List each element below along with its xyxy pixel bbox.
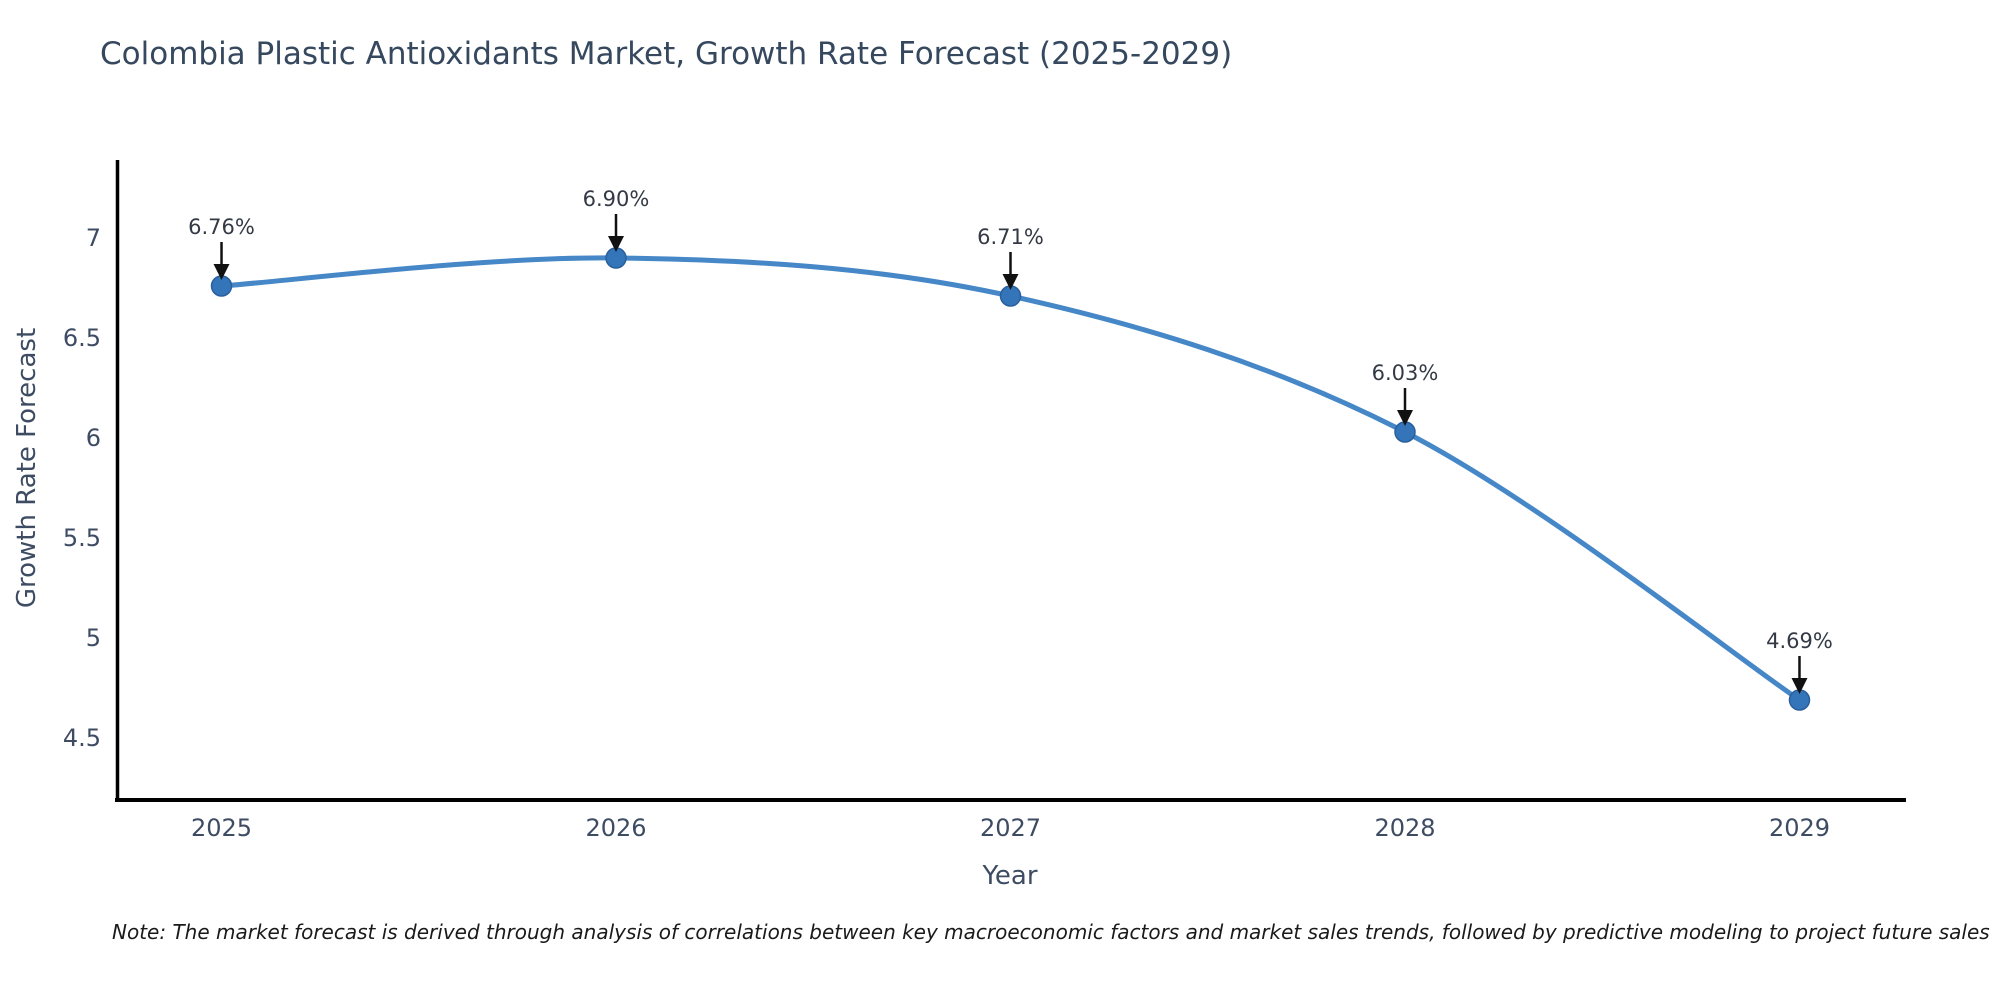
footnote: Note: The market forecast is derived thr… bbox=[112, 920, 1990, 944]
x-tick-label: 2026 bbox=[585, 814, 646, 842]
data-point-label: 6.03% bbox=[1372, 361, 1439, 385]
x-tick-label: 2027 bbox=[980, 814, 1041, 842]
x-axis-title: Year bbox=[982, 861, 1038, 891]
x-tick-label: 2029 bbox=[1769, 814, 1830, 842]
annotation-arrow-head bbox=[1396, 410, 1413, 426]
data-point-label: 6.76% bbox=[188, 215, 255, 239]
y-tick-label: 6 bbox=[86, 424, 101, 452]
x-tick-label: 2028 bbox=[1374, 814, 1435, 842]
trend-line bbox=[219, 255, 1802, 703]
data-point-label: 4.69% bbox=[1766, 629, 1833, 653]
annotation-arrow-head bbox=[213, 264, 230, 280]
y-tick-label: 5.5 bbox=[63, 524, 101, 552]
y-axis-title: Growth Rate Forecast bbox=[12, 327, 42, 609]
y-tick-label: 6.5 bbox=[63, 324, 101, 352]
y-tick-label: 4.5 bbox=[63, 724, 101, 752]
data-point-label: 6.90% bbox=[583, 187, 650, 211]
annotation-arrow-head bbox=[608, 236, 625, 252]
y-tick-label: 5 bbox=[86, 624, 101, 652]
annotation-arrow-head bbox=[1002, 274, 1019, 290]
x-tick-label: 2025 bbox=[191, 814, 252, 842]
data-point-label: 6.71% bbox=[977, 225, 1044, 249]
annotation-arrow-head bbox=[1791, 678, 1808, 694]
y-tick-label: 7 bbox=[86, 224, 101, 252]
chart-title: Colombia Plastic Antioxidants Market, Gr… bbox=[100, 36, 1233, 72]
